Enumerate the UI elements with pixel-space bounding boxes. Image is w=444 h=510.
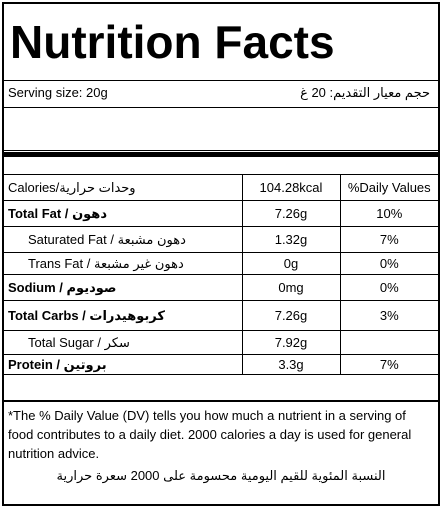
nutrient-name-ar: صوديوم (66, 279, 117, 295)
nutrient-label: Total Fat / دهون (4, 200, 243, 227)
nutrient-name-ar: كربوهيدرات (89, 307, 165, 323)
serving-size-ar: حجم معيار التقديم: 20 غ (300, 85, 430, 100)
nutrient-dv: 7% (339, 354, 438, 375)
nutrient-name-ar: بروتين (63, 356, 107, 372)
daily-values-header: %Daily Values (339, 174, 438, 201)
nutrient-amount: 7.92g (241, 330, 341, 355)
nutrient-dv: 10% (339, 200, 438, 227)
calories-row: Calories/وحدات حرارية 104.28kcal %Daily … (4, 174, 438, 201)
nutrient-label: Total Sugar / سكر (4, 330, 243, 355)
nutrient-label: Total Carbs / كربوهيدرات (4, 300, 243, 331)
nutrient-name-ar: دهون غير مشبعة (94, 255, 184, 271)
nutrient-label: Trans Fat / دهون غير مشبعة (4, 252, 243, 275)
nutrient-name-ar: دهون مشبعة (117, 231, 186, 247)
nutrient-amount: 0mg (241, 274, 341, 301)
serving-size-en: Serving size: 20g (8, 85, 108, 100)
nutrient-name-en: Trans Fat / (28, 255, 91, 271)
table-row: Total Carbs / كربوهيدرات 7.26g 3% (4, 300, 438, 331)
nutrient-name-en: Sodium / (8, 279, 63, 295)
nutrient-amount: 1.32g (241, 226, 341, 253)
nutrient-dv: 0% (339, 252, 438, 275)
nutrient-dv: 3% (339, 300, 438, 331)
nutrient-amount: 7.26g (241, 200, 341, 227)
nutrient-name-en: Total Sugar / (28, 334, 101, 350)
label-title: Nutrition Facts (10, 16, 335, 68)
nutrition-table: Calories/وحدات حرارية 104.28kcal %Daily … (4, 174, 438, 375)
table-row: Saturated Fat / دهون مشبعة 1.32g 7% (4, 226, 438, 253)
nutrient-name-en: Total Carbs / (8, 307, 86, 323)
blank-row (4, 106, 438, 151)
table-row: Total Sugar / سكر 7.92g (4, 330, 438, 355)
footnote: *The % Daily Value (DV) tells you how mu… (4, 400, 438, 506)
nutrient-name-ar: دهون (72, 205, 107, 221)
nutrient-name-ar: سكر (104, 334, 130, 350)
nutrient-amount: 7.26g (241, 300, 341, 331)
thick-divider (4, 152, 438, 157)
nutrient-amount: 0g (241, 252, 341, 275)
table-row: Trans Fat / دهون غير مشبعة 0g 0% (4, 252, 438, 275)
nutrient-dv: 7% (339, 226, 438, 253)
serving-size-row: Serving size: 20g حجم معيار التقديم: 20 … (4, 80, 438, 108)
nutrient-amount: 3.3g (241, 354, 341, 375)
nutrient-label: Sodium / صوديوم (4, 274, 243, 301)
nutrient-dv: 0% (339, 274, 438, 301)
nutrient-label: Protein / بروتين (4, 354, 243, 375)
nutrient-label: Saturated Fat / دهون مشبعة (4, 226, 243, 253)
footnote-ar: النسبة المئوية للقيم اليومية محسومة على … (56, 468, 386, 483)
footnote-en: *The % Daily Value (DV) tells you how mu… (8, 408, 412, 461)
nutrient-name-en: Saturated Fat / (28, 231, 114, 247)
table-row: Total Fat / دهون 7.26g 10% (4, 200, 438, 227)
table-row: Protein / بروتين 3.3g 7% (4, 354, 438, 375)
nutrition-label: Nutrition Facts Serving size: 20g حجم مع… (2, 2, 440, 506)
calories-amount: 104.28kcal (241, 174, 341, 201)
nutrient-name-en: Total Fat / (8, 205, 69, 221)
nutrient-dv (339, 330, 438, 355)
nutrient-name-en: Protein / (8, 356, 61, 372)
table-row: Sodium / صوديوم 0mg 0% (4, 274, 438, 301)
calories-label: Calories/وحدات حرارية (4, 174, 243, 201)
